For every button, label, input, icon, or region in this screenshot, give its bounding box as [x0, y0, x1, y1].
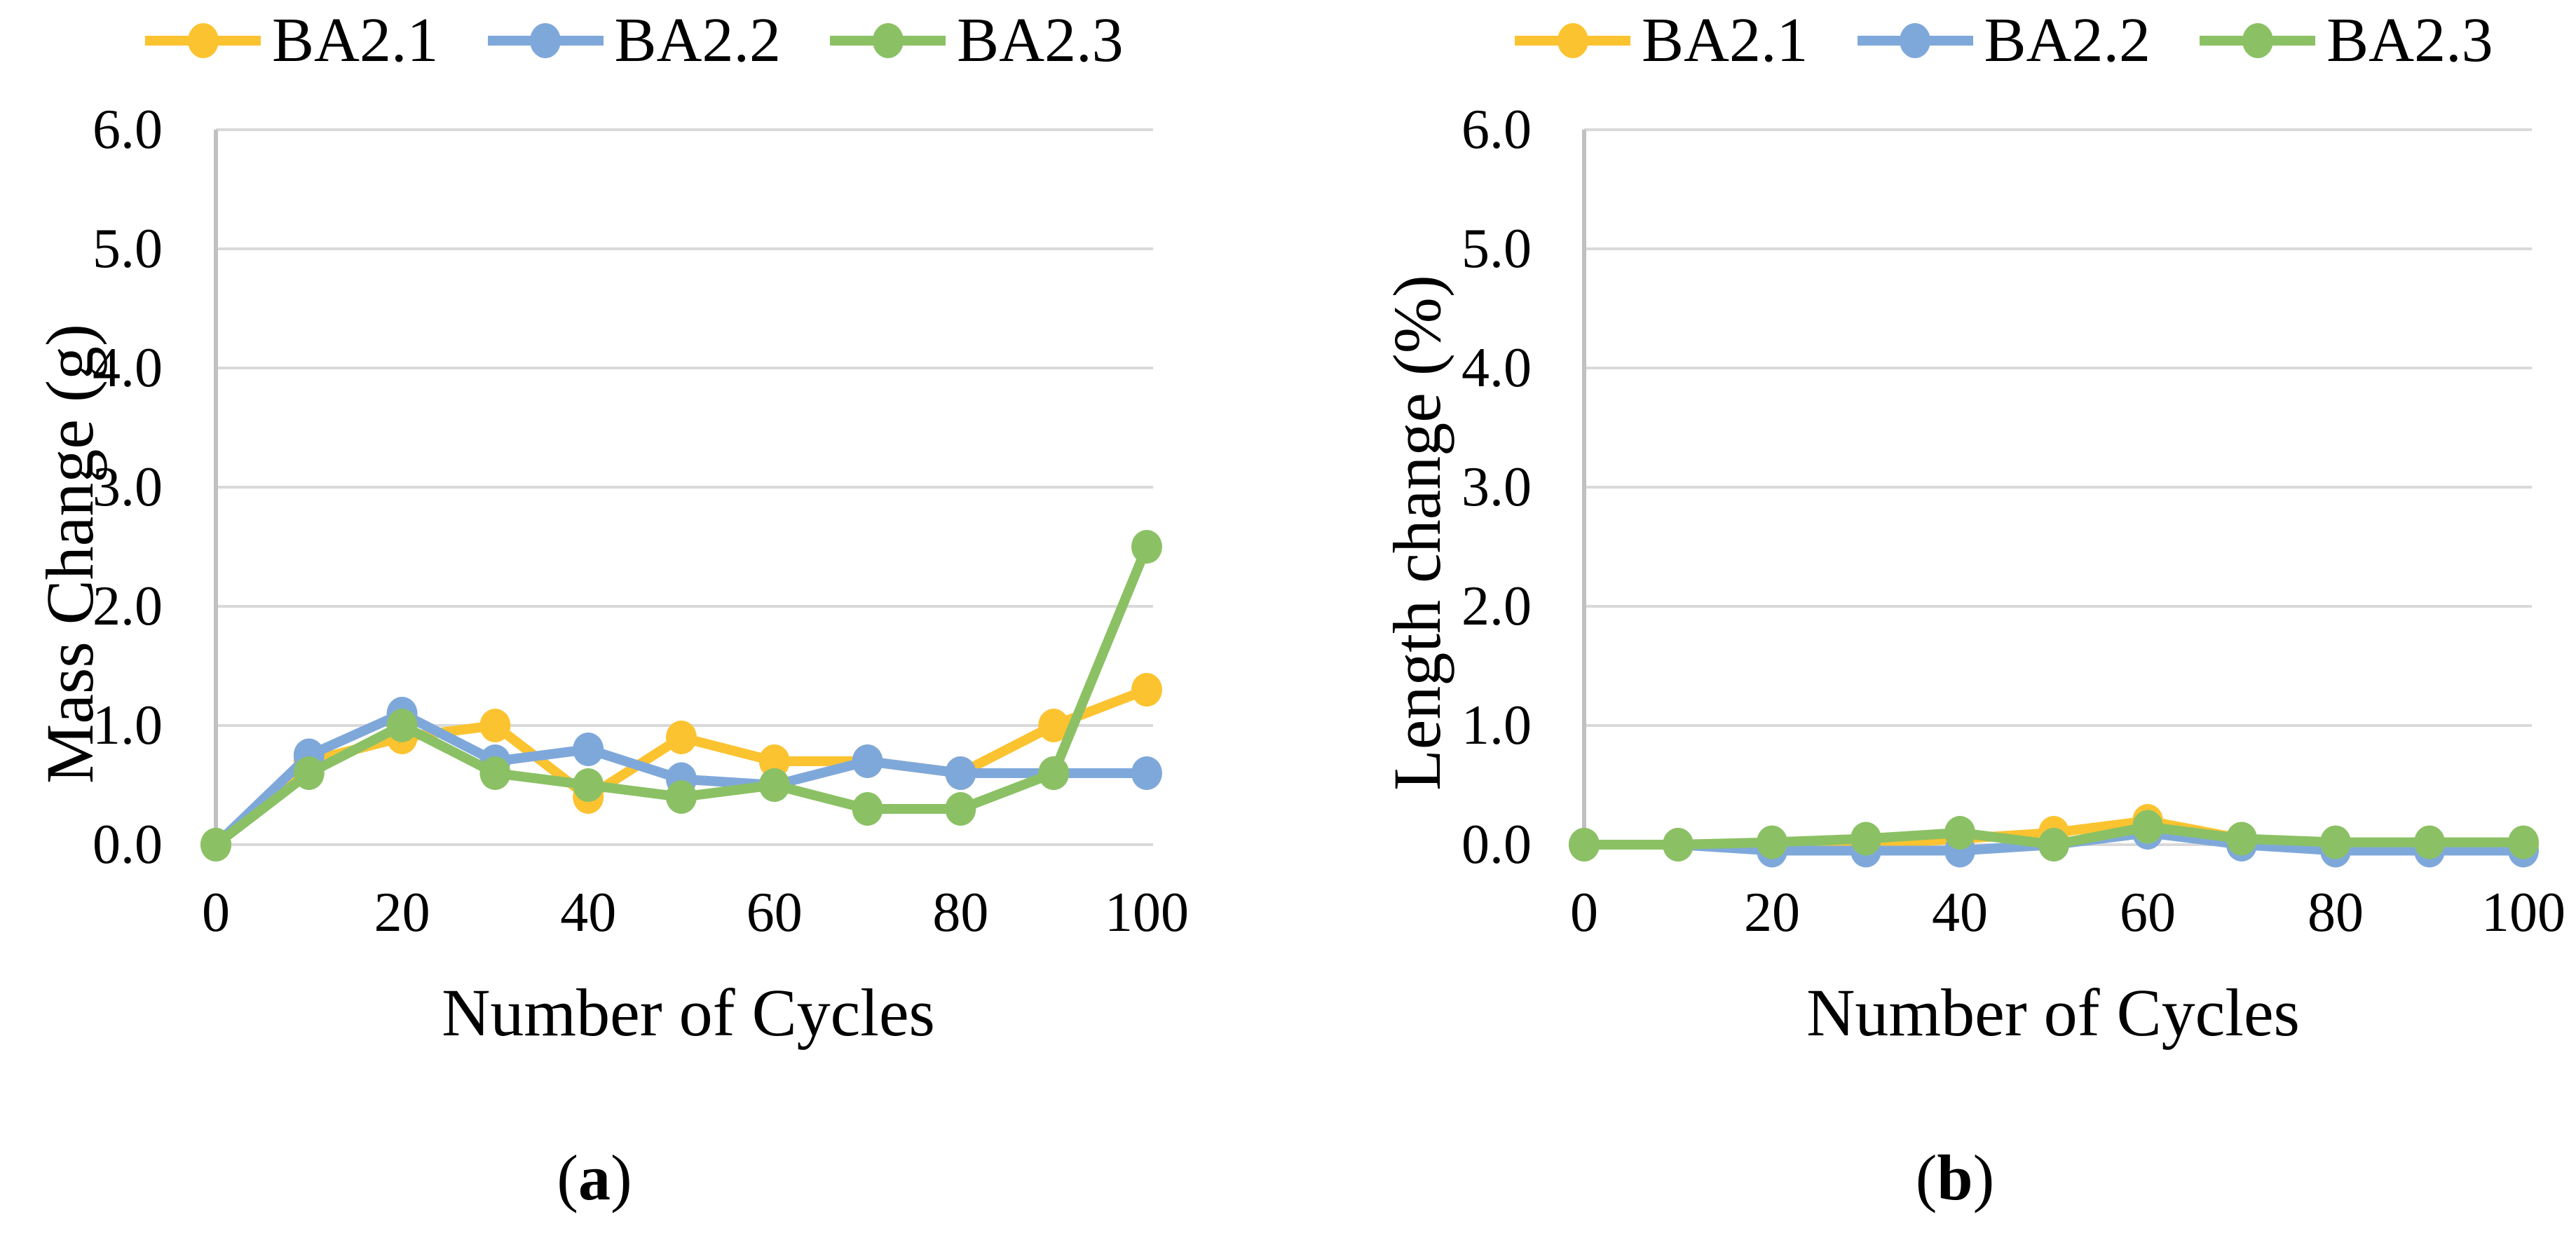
data-point-BA2.3 — [1038, 756, 1070, 790]
caption-letter-a: a — [578, 1142, 611, 1213]
x-tick-label: 0 — [1570, 882, 1598, 944]
y-tick-label: 4.0 — [1461, 337, 1532, 399]
y-tick-label: 4.0 — [93, 337, 163, 399]
data-point-BA2.3 — [852, 792, 883, 826]
panel-caption-b: (b) — [1916, 1145, 1994, 1210]
data-point-BA2.3 — [386, 709, 418, 742]
y-tick-label: 1.0 — [93, 695, 163, 756]
legend-dot-icon — [2242, 23, 2273, 58]
y-tick-label: 2.0 — [1461, 575, 1532, 637]
data-point-BA2.3 — [2320, 825, 2351, 859]
data-point-BA2.3 — [666, 780, 697, 814]
legend-marker-icon — [2200, 22, 2316, 59]
data-point-BA2.3 — [200, 828, 231, 861]
data-point-BA2.2 — [945, 756, 976, 790]
x-tick-label: 40 — [560, 882, 617, 944]
data-point-BA2.2 — [852, 744, 883, 778]
y-tick-label: 5.0 — [1461, 218, 1532, 280]
legend-label: BA2.2 — [1984, 6, 2151, 75]
x-tick-label: 0 — [202, 882, 230, 944]
y-tick-label: 3.0 — [1461, 456, 1532, 518]
legend-item-BA2.2: BA2.2 — [487, 6, 782, 75]
legend-item-BA2.3: BA2.3 — [2200, 9, 2493, 72]
caption-paren-close: ) — [1972, 1142, 1995, 1213]
data-point-BA2.3 — [2414, 825, 2445, 859]
data-point-BA2.1 — [758, 744, 790, 778]
caption-paren-close: ) — [611, 1142, 632, 1213]
x-tick-label: 60 — [2120, 882, 2176, 944]
data-point-BA2.3 — [1569, 828, 1600, 861]
y-tick-label: 5.0 — [93, 218, 163, 280]
data-point-BA2.3 — [293, 756, 325, 790]
y-tick-label: 6.0 — [1461, 99, 1532, 161]
legend-dot-icon — [187, 23, 219, 58]
legend-marker-icon — [830, 22, 946, 59]
legend-chart-b: BA2.1 BA2.2 BA2.3 — [1515, 7, 2493, 74]
x-axis-title-a: Number of Cycles — [442, 975, 935, 1050]
legend-item-BA2.1: BA2.1 — [1515, 9, 1808, 72]
data-point-BA2.2 — [573, 733, 604, 766]
legend-item-BA2.1: BA2.1 — [145, 9, 439, 72]
x-tick-label: 80 — [932, 882, 989, 944]
x-axis-title-b: Number of Cycles — [1806, 975, 2300, 1050]
y-tick-label: 3.0 — [93, 456, 163, 518]
data-point-BA2.1 — [666, 721, 697, 754]
legend-label: BA2.1 — [272, 6, 439, 75]
y-tick-label: 0.0 — [93, 814, 163, 876]
caption-paren-open: ( — [557, 1142, 578, 1213]
legend-label: BA2.3 — [957, 6, 1124, 75]
data-point-BA2.3 — [2132, 810, 2163, 844]
data-point-BA2.3 — [1131, 530, 1162, 564]
data-point-BA2.1 — [479, 709, 511, 742]
data-point-BA2.3 — [2508, 825, 2539, 859]
data-point-BA2.3 — [945, 792, 976, 826]
legend-dot-icon — [872, 23, 904, 58]
data-point-BA2.3 — [1944, 816, 1975, 850]
data-point-BA2.3 — [1851, 822, 1881, 856]
x-tick-label: 20 — [374, 882, 430, 944]
x-tick-label: 100 — [1105, 882, 1189, 944]
x-tick-label: 20 — [1744, 882, 1800, 944]
caption-letter-b: b — [1937, 1142, 1973, 1213]
legend-item-BA2.2: BA2.2 — [1857, 6, 2151, 75]
y-tick-label: 1.0 — [1461, 695, 1532, 756]
data-point-BA2.3 — [1663, 828, 1694, 861]
data-point-BA2.3 — [758, 768, 790, 802]
data-point-BA2.1 — [1038, 709, 1070, 742]
legend-label: BA2.2 — [614, 6, 782, 75]
data-point-BA2.3 — [1757, 825, 1787, 859]
legend-label: BA2.1 — [1642, 6, 1808, 75]
data-point-BA2.1 — [1131, 673, 1162, 707]
data-point-BA2.3 — [2038, 828, 2069, 861]
legend-marker-icon — [1857, 22, 1973, 59]
data-point-BA2.3 — [573, 768, 604, 802]
legend-label: BA2.3 — [2326, 6, 2493, 75]
legend-marker-icon — [1515, 22, 1630, 59]
legend-marker-icon — [145, 22, 261, 59]
y-tick-label: 0.0 — [1461, 814, 1532, 876]
panel-caption-a: (a) — [557, 1145, 632, 1210]
y-tick-label: 6.0 — [93, 99, 163, 161]
legend-item-BA2.3: BA2.3 — [830, 9, 1124, 72]
data-point-BA2.3 — [479, 756, 511, 790]
legend-dot-icon — [1900, 23, 1931, 58]
legend-marker-icon — [487, 22, 604, 59]
legend-dot-icon — [1557, 23, 1588, 58]
caption-paren-open: ( — [1915, 1142, 1937, 1213]
data-point-BA2.3 — [2226, 822, 2257, 856]
x-tick-label: 100 — [2481, 882, 2565, 944]
x-tick-label: 60 — [746, 882, 803, 944]
legend-chart-a: BA2.1 BA2.2 BA2.3 — [145, 7, 1124, 74]
data-point-BA2.2 — [1131, 756, 1162, 790]
x-tick-label: 40 — [1932, 882, 1988, 944]
x-tick-label: 80 — [2308, 882, 2364, 944]
y-tick-label: 2.0 — [93, 575, 163, 637]
legend-dot-icon — [530, 23, 561, 58]
